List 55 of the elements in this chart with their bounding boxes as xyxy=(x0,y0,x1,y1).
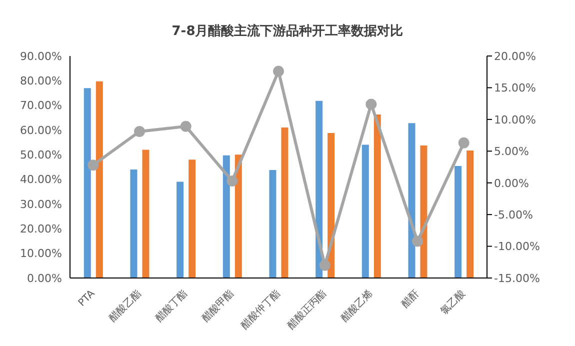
x-tick-label: 醋酸丁酯 xyxy=(153,288,190,324)
bar xyxy=(222,155,230,278)
bar xyxy=(96,81,103,278)
y-tick-label: 90.00% xyxy=(20,50,62,63)
y-tick-label: 50.00% xyxy=(20,148,62,162)
bar xyxy=(374,114,381,278)
x-tick-label: 醋酸正丙酯 xyxy=(285,288,329,332)
bar xyxy=(408,123,416,278)
y-tick-label: 70.00% xyxy=(20,99,62,112)
bar xyxy=(466,150,474,278)
y-tick-label: 0.00% xyxy=(27,272,62,285)
y2-tick-label: 0.00% xyxy=(494,176,529,190)
y2-tick-label: -5.00% xyxy=(494,208,533,222)
y2-tick-label: 5.00% xyxy=(494,145,529,158)
bar xyxy=(234,154,242,278)
x-tick-label: 醋酸仲丁酯 xyxy=(238,288,283,332)
point xyxy=(88,160,99,171)
point xyxy=(366,98,377,110)
bar xyxy=(176,182,184,278)
y2-tick-label: 15.00% xyxy=(494,82,536,95)
point xyxy=(226,175,238,186)
bar xyxy=(454,166,462,278)
x-tick-label: 醋酸乙烯 xyxy=(338,288,376,324)
bar xyxy=(130,169,138,278)
bar xyxy=(142,150,150,278)
point xyxy=(412,236,423,247)
chart-title: 7-8月醋酸主流下游品种开工率数据对比 xyxy=(170,22,404,41)
bar xyxy=(328,132,335,278)
bar xyxy=(84,88,91,278)
y-tick-label: 60.00% xyxy=(20,124,62,137)
y-tick-label: 80.00% xyxy=(20,74,62,88)
y-tick-label: 30.00% xyxy=(20,198,62,211)
point xyxy=(134,126,145,137)
bar xyxy=(420,146,428,278)
y-tick-label: 40.00% xyxy=(20,173,62,186)
y-tick-label: 10.00% xyxy=(20,247,62,260)
bar xyxy=(316,100,323,278)
x-tick-label: 醋酸甲酯 xyxy=(199,288,236,324)
bar xyxy=(362,144,369,278)
x-tick-label: 醋酐 xyxy=(398,288,422,310)
y2-tick-label: 10.00% xyxy=(494,113,536,126)
x-tick-label: PTA xyxy=(76,288,98,309)
point xyxy=(319,260,330,271)
bar xyxy=(188,160,196,278)
bar xyxy=(281,128,288,278)
x-tick-label: 醋酸乙酯 xyxy=(106,288,144,324)
y2-tick-label: 20.00% xyxy=(494,50,536,63)
point xyxy=(458,137,470,148)
bar xyxy=(269,170,276,278)
point xyxy=(273,66,284,77)
x-tick-label: 氯乙酸 xyxy=(438,288,468,318)
y-tick-label: 20.00% xyxy=(20,222,62,236)
y2-tick-label: -10.00% xyxy=(494,240,540,254)
point xyxy=(180,120,192,132)
y2-tick-label: -15.00% xyxy=(494,272,540,285)
